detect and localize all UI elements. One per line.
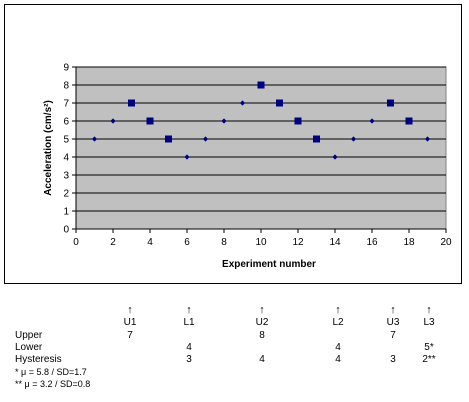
x-tick-label: 16 [366, 237, 378, 248]
x-tick-label: 18 [403, 237, 415, 248]
y-tick-label: 3 [63, 171, 69, 182]
x-tick-label: 4 [147, 237, 153, 248]
x-tick-label: 14 [329, 237, 341, 248]
up-arrow-icon: ↑ [335, 304, 341, 316]
column-label: L3 [423, 317, 435, 328]
column-label: L2 [332, 317, 344, 328]
y-tick-label: 1 [63, 207, 69, 218]
row-value: 4 [186, 342, 192, 353]
data-point-diamond [369, 118, 375, 124]
data-point-square [313, 135, 320, 143]
column-label: U2 [255, 317, 269, 328]
data-point-square [387, 99, 394, 107]
x-tick-label: 20 [440, 237, 452, 248]
row-value: 5* [424, 342, 434, 353]
footnote: * μ = 5.8 / SD=1.7 [15, 367, 87, 377]
row-value: 4 [259, 354, 265, 365]
data-point-diamond [350, 136, 357, 142]
plot-area [75, 66, 447, 230]
up-arrow-icon: ↑ [186, 304, 192, 316]
y-tick-label: 2 [63, 189, 69, 200]
data-point-square [128, 99, 135, 107]
row-label: Lower [15, 342, 43, 353]
x-tick-label: 6 [184, 237, 190, 248]
data-point-diamond [202, 136, 209, 142]
x-tick-label: 2 [110, 237, 116, 248]
data-point-square [405, 117, 413, 125]
row-label: Hysteresis [15, 354, 62, 365]
row-value: 8 [259, 330, 265, 341]
y-tick-label: 8 [63, 81, 69, 92]
data-point-square [165, 135, 172, 143]
data-point-square [276, 99, 283, 107]
data-point-diamond [332, 154, 338, 160]
up-arrow-icon: ↑ [390, 304, 396, 316]
row-value: 4 [335, 342, 341, 353]
y-tick-label: 9 [63, 63, 69, 74]
x-tick-label: 0 [73, 237, 79, 248]
row-value: 2** [422, 354, 436, 365]
data-point-diamond [110, 118, 116, 124]
x-tick-label: 12 [292, 237, 304, 248]
column-label: U3 [386, 317, 400, 328]
row-label: Upper [15, 330, 43, 341]
data-point-diamond [184, 154, 190, 160]
y-tick-label: 0 [63, 225, 69, 236]
row-value: 4 [335, 354, 341, 365]
data-point-diamond [91, 136, 98, 142]
y-axis-title: Acceleration (cm/s²) [43, 100, 54, 196]
data-point-diamond [239, 100, 246, 106]
column-label: L1 [183, 317, 195, 328]
data-point-square [146, 117, 154, 125]
data-point-diamond [221, 118, 227, 124]
up-arrow-icon: ↑ [259, 304, 265, 316]
y-tick-label: 5 [63, 135, 69, 146]
chart-frame: 0 1 2 3 4 5 6 7 8 9 0 2 4 6 8 10 12 14 16 18 20 Experiment nu… [4, 4, 462, 284]
row-value: 7 [127, 330, 133, 341]
data-point-diamond [424, 136, 431, 142]
x-tick-label: 10 [255, 237, 267, 248]
x-axis-title: Experiment number [222, 259, 316, 270]
y-tick-label: 7 [63, 99, 69, 110]
row-value: 3 [390, 354, 396, 365]
y-tick-label: 6 [63, 117, 69, 128]
y-tick-label: 4 [63, 153, 69, 164]
data-point-square [257, 81, 265, 89]
data-point-square [294, 117, 302, 125]
up-arrow-icon: ↑ [127, 304, 133, 316]
row-value: 7 [390, 330, 396, 341]
up-arrow-icon: ↑ [426, 304, 432, 316]
x-tick-label: 8 [221, 237, 227, 248]
footnote: ** μ = 3.2 / SD=0.8 [15, 379, 91, 389]
column-label: U1 [123, 317, 137, 328]
row-value: 3 [186, 354, 192, 365]
